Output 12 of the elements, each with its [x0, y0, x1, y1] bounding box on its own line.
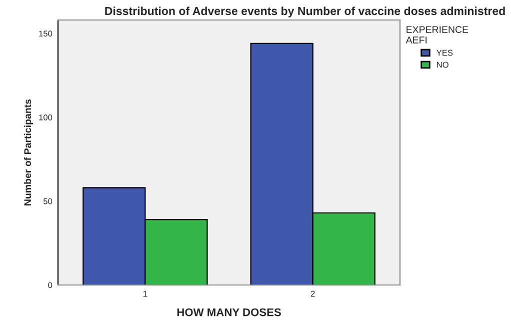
y-tick-label: 100: [39, 114, 52, 120]
y-tick-label: 50: [44, 198, 52, 204]
legend-title: EXPERIENCE AEFI: [406, 26, 468, 44]
legend-label: NO: [437, 62, 448, 68]
legend-label: YES: [436, 50, 453, 56]
x-axis-title: HOW MANY DOSES: [177, 308, 281, 316]
x-tick-label: 2: [310, 290, 315, 297]
chart-title: Disstribution of Adverse events by Number of vaccine doses administred: [105, 6, 505, 18]
y-tick-label: 150: [39, 30, 52, 37]
y-axis-title: Number of Participants: [24, 99, 33, 206]
x-tick-label: 1: [143, 290, 148, 297]
y-tick-label: 0: [48, 282, 52, 288]
